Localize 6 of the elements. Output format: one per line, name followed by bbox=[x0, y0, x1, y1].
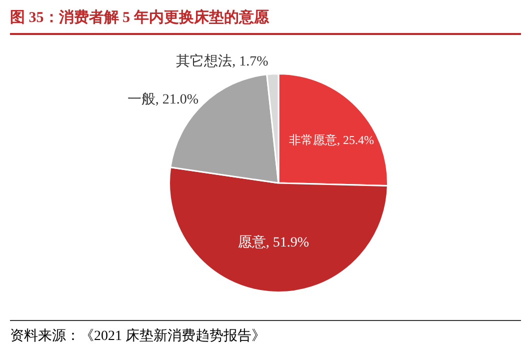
slice-label: 非常愿意, 25.4% bbox=[289, 133, 374, 148]
slice-label: 一般, 21.0% bbox=[127, 92, 199, 108]
chart-title: 图 35：消费者解 5 年内更换床垫的意愿 bbox=[10, 8, 521, 35]
text: 资料来源：《2021 床垫新消费趋势报告》 bbox=[10, 320, 521, 345]
slice-label: 愿意, 51.9% bbox=[238, 234, 310, 251]
slice-label: 其它想法, 1.7% bbox=[176, 54, 269, 70]
